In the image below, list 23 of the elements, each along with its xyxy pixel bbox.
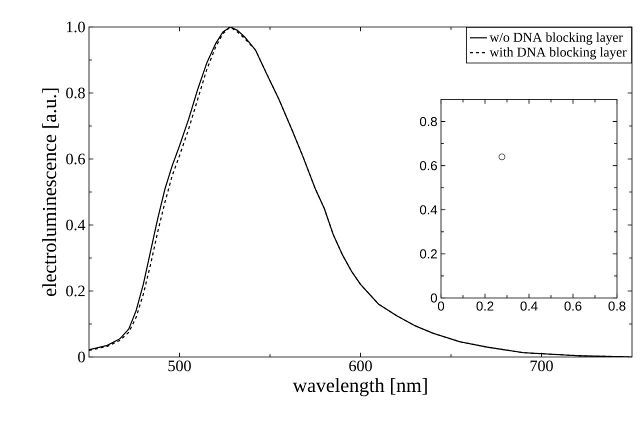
y-tick-label: 0: [78, 352, 85, 362]
legend-label: w/o DNA blocking layer: [490, 32, 623, 45]
y-tick-label: 0.8: [420, 116, 437, 126]
y-tick-label: 0.8: [66, 88, 85, 98]
x-tick-label: 0.4: [520, 302, 538, 311]
x-tick-label: 0.2: [476, 302, 494, 311]
x-axis-title: wavelength [nm]: [292, 378, 427, 396]
x-tick-label: 0.6: [564, 302, 582, 311]
y-tick-label: 1.0: [66, 22, 85, 32]
y-tick-label: 0.4: [66, 220, 86, 230]
legend-label: with DNA blocking layer: [490, 47, 626, 60]
y-tick-label: 0: [430, 293, 437, 303]
x-tick-label: 500: [168, 360, 191, 372]
x-tick-label: 0: [438, 302, 444, 311]
y-tick-label: 0.6: [66, 154, 86, 164]
y-tick-label: 0.2: [66, 286, 85, 296]
y-tick-label: 0.4: [420, 205, 438, 214]
x-tick-label: 0.8: [608, 302, 626, 311]
x-tick-label: 700: [530, 360, 553, 372]
y-tick-label: 0.2: [420, 249, 437, 258]
x-tick-label: 600: [349, 360, 372, 372]
y-axis-title: electroluminescence [a.u.]: [42, 88, 59, 296]
y-tick-label: 0.6: [420, 161, 437, 170]
